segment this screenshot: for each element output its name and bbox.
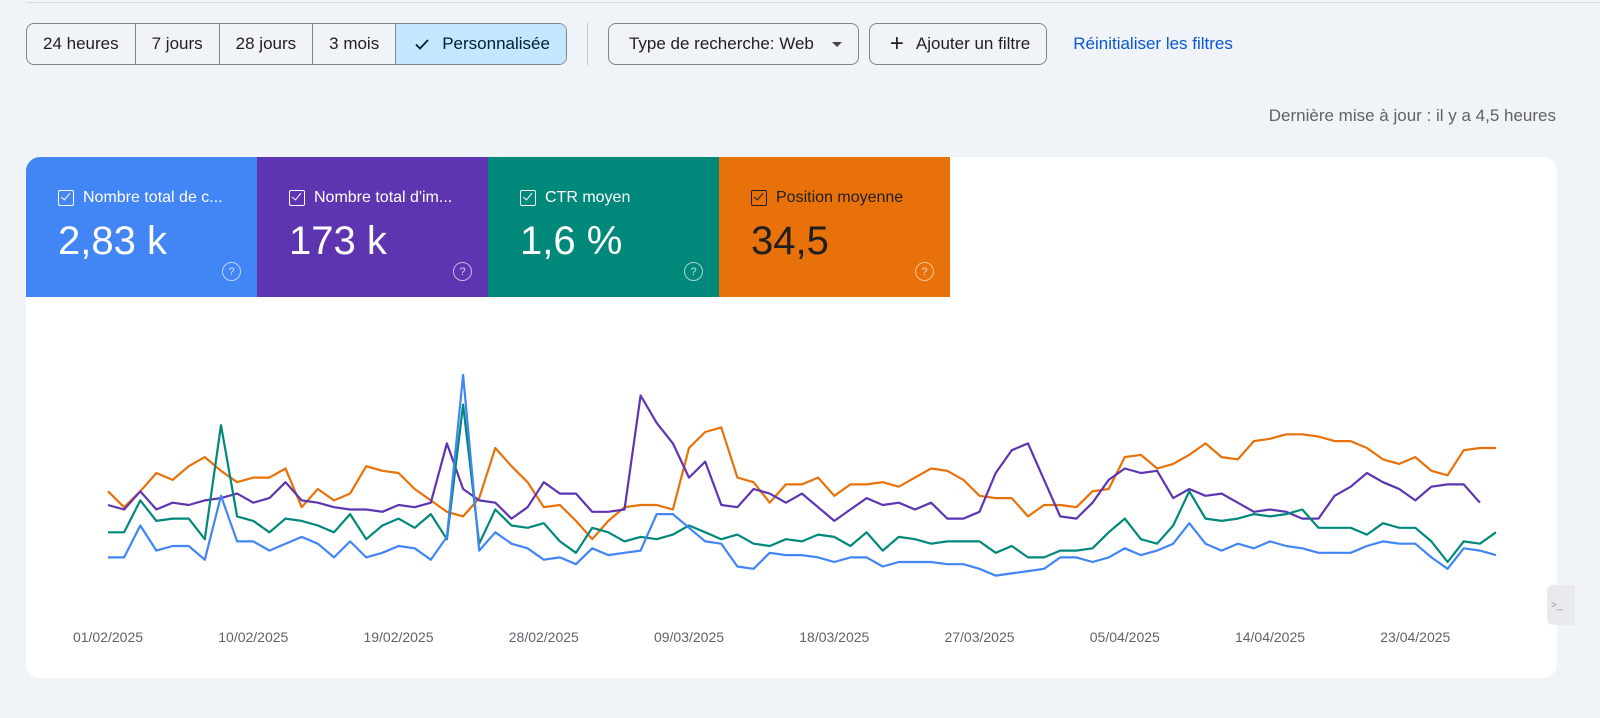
caret-down-icon bbox=[831, 41, 842, 47]
check-icon bbox=[415, 39, 429, 50]
date-range-3m[interactable]: 3 mois bbox=[313, 24, 397, 64]
date-range-24h[interactable]: 24 heures bbox=[27, 24, 136, 64]
metric-value: 1,6 % bbox=[520, 219, 623, 263]
metric-label: CTR moyen bbox=[545, 189, 631, 206]
x-tick-label: 19/02/2025 bbox=[363, 629, 433, 645]
date-range-28d[interactable]: 28 jours bbox=[220, 24, 314, 64]
filter-separator bbox=[586, 23, 588, 65]
checkbox-checked-icon[interactable] bbox=[289, 190, 305, 206]
search-type-dropdown[interactable]: Type de recherche: Web bbox=[607, 23, 859, 65]
filter-bar: 24 heures 7 jours 28 jours 3 mois Person… bbox=[26, 23, 1233, 65]
help-icon[interactable]: ? bbox=[915, 262, 934, 281]
metric-tile-impressions[interactable]: Nombre total d'im... 173 k ? bbox=[257, 157, 488, 297]
series-line-3 bbox=[108, 373, 1497, 577]
checkbox-checked-icon[interactable] bbox=[520, 190, 536, 206]
performance-chart-card: 01/02/2025 10/02/2025 19/02/2025 28/02/2025… bbox=[26, 157, 1557, 678]
x-tick-label: 09/03/2025 bbox=[654, 629, 724, 645]
help-icon[interactable]: ? bbox=[684, 262, 703, 281]
last-update-text: Dernière mise à jour : il y a 4,5 heures bbox=[1268, 106, 1556, 125]
top-divider bbox=[26, 2, 1600, 3]
x-tick-label: 23/04/2025 bbox=[1380, 629, 1450, 645]
metric-value: 2,83 k bbox=[58, 219, 167, 263]
metric-value: 173 k bbox=[289, 219, 387, 263]
metric-tile-ctr[interactable]: CTR moyen 1,6 % ? bbox=[488, 157, 719, 297]
search-type-label: Type de recherche: Web bbox=[628, 34, 814, 53]
metric-tile-position[interactable]: Position moyenne 34,5 ? bbox=[719, 157, 950, 297]
checkbox-checked-icon[interactable] bbox=[751, 190, 767, 206]
help-icon[interactable]: ? bbox=[222, 262, 241, 281]
metric-label: Nombre total de c... bbox=[83, 189, 223, 206]
x-tick-label: 28/02/2025 bbox=[509, 629, 579, 645]
metric-value: 34,5 bbox=[751, 219, 829, 263]
date-range-custom-label: Personnalisée bbox=[442, 34, 550, 53]
performance-line-chart: 01/02/2025 10/02/2025 19/02/2025 28/02/2025… bbox=[73, 373, 1497, 645]
help-icon[interactable]: ? bbox=[453, 262, 472, 281]
x-tick-label: 05/04/2025 bbox=[1090, 629, 1160, 645]
date-range-custom[interactable]: Personnalisée bbox=[396, 24, 566, 64]
date-range-7d[interactable]: 7 jours bbox=[136, 24, 220, 64]
metric-label: Nombre total d'im... bbox=[314, 189, 453, 206]
series-line-0 bbox=[107, 426, 1496, 541]
x-tick-label: 10/02/2025 bbox=[218, 629, 288, 645]
metric-tile-clicks[interactable]: Nombre total de c... 2,83 k ? bbox=[26, 157, 257, 297]
x-tick-label: 27/03/2025 bbox=[944, 629, 1014, 645]
metric-label: Position moyenne bbox=[776, 189, 904, 206]
add-filter-button[interactable]: + Ajouter un filtre bbox=[868, 23, 1048, 65]
x-tick-label: 01/02/2025 bbox=[73, 629, 143, 645]
series-line-2 bbox=[108, 403, 1497, 564]
x-tick-label: 18/03/2025 bbox=[799, 629, 869, 645]
x-tick-label: 14/04/2025 bbox=[1235, 629, 1305, 645]
metric-tiles: Nombre total de c... 2,83 k ? Nombre tot… bbox=[26, 157, 950, 297]
date-range-selector: 24 heures 7 jours 28 jours 3 mois Person… bbox=[26, 23, 567, 65]
series-line-1 bbox=[107, 394, 1481, 522]
reset-filters-link[interactable]: Réinitialiser les filtres bbox=[1073, 34, 1233, 53]
checkbox-checked-icon[interactable] bbox=[58, 190, 74, 206]
side-panel-toggle[interactable]: >_ bbox=[1547, 585, 1575, 625]
add-filter-label: Ajouter un filtre bbox=[915, 34, 1031, 53]
plus-icon: + bbox=[889, 30, 904, 57]
